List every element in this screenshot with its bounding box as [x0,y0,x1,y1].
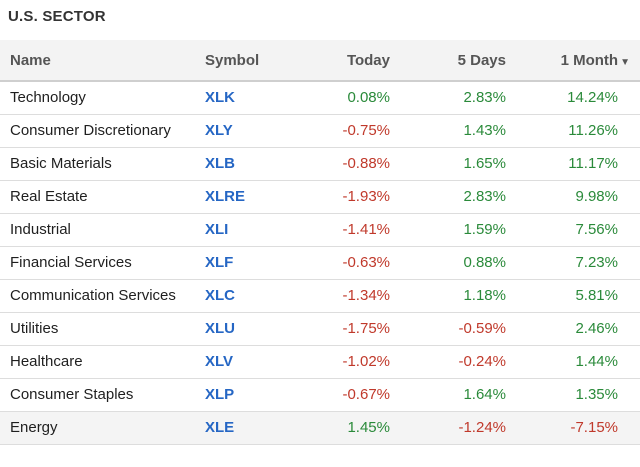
five-day-change: -0.59% [398,312,514,346]
today-change: -1.34% [302,279,398,313]
sector-name: Basic Materials [0,147,198,181]
widget-title: U.S. SECTOR [8,8,106,25]
sector-name: Technology [0,81,198,115]
one-month-change: 11.17% [514,147,640,181]
symbol-link[interactable]: XLB [198,147,302,181]
one-month-change: 1.44% [514,345,640,379]
five-day-change: 2.83% [398,180,514,214]
column-header-5-days[interactable]: 5 Days [398,40,514,82]
sector-name: Consumer Staples [0,378,198,412]
table-row[interactable]: Energy XLE 1.45% -1.24% -7.15% [0,411,640,445]
today-change: 0.08% [302,81,398,115]
today-change: -0.63% [302,246,398,280]
symbol-link[interactable]: XLV [198,345,302,379]
symbol-link[interactable]: XLP [198,378,302,412]
sector-name: Healthcare [0,345,198,379]
sector-name: Utilities [0,312,198,346]
table-row[interactable]: Industrial XLI -1.41% 1.59% 7.56% [0,213,640,247]
today-change: 1.45% [302,411,398,445]
header-row: Name Symbol Today 5 Days 1 Month ▼ [0,40,640,82]
symbol-link[interactable]: XLU [198,312,302,346]
symbol-link[interactable]: XLY [198,114,302,148]
sector-name: Real Estate [0,180,198,214]
five-day-change: 0.88% [398,246,514,280]
today-change: -0.88% [302,147,398,181]
column-header-symbol[interactable]: Symbol [198,40,302,82]
today-change: -1.02% [302,345,398,379]
column-header-1-month-label: 1 Month [560,51,619,69]
symbol-link[interactable]: XLI [198,213,302,247]
today-change: -0.67% [302,378,398,412]
one-month-change: 9.98% [514,180,640,214]
table-row[interactable]: Utilities XLU -1.75% -0.59% 2.46% [0,312,640,346]
sector-name: Consumer Discretionary [0,114,198,148]
symbol-link[interactable]: XLC [198,279,302,313]
one-month-change: 7.23% [514,246,640,280]
table-row[interactable]: Communication Services XLC -1.34% 1.18% 5.81… [0,279,640,313]
one-month-change: 11.26% [514,114,640,148]
today-change: -1.93% [302,180,398,214]
column-header-name[interactable]: Name [0,40,198,82]
sector-table: Name Symbol Today 5 Days 1 Month ▼ Techno… [0,40,640,445]
table-row[interactable]: Consumer Discretionary XLY -0.75% 1.43% 11.2… [0,114,640,148]
sector-name: Financial Services [0,246,198,280]
symbol-link[interactable]: XLE [198,411,302,445]
five-day-change: 1.59% [398,213,514,247]
table-row[interactable]: Financial Services XLF -0.63% 0.88% 7.23% [0,246,640,280]
symbol-link[interactable]: XLF [198,246,302,280]
sector-name: Energy [0,411,198,445]
today-change: -1.41% [302,213,398,247]
five-day-change: -1.24% [398,411,514,445]
column-header-today[interactable]: Today [302,40,398,82]
caret-down-icon: ▼ [620,56,630,68]
table-row[interactable]: Basic Materials XLB -0.88% 1.65% 11.17% [0,147,640,181]
one-month-change: 1.35% [514,378,640,412]
one-month-change: 7.56% [514,213,640,247]
one-month-change: 2.46% [514,312,640,346]
five-day-change: 1.43% [398,114,514,148]
one-month-change: -7.15% [514,411,640,445]
table-row[interactable]: Consumer Staples XLP -0.67% 1.64% 1.35% [0,378,640,412]
five-day-change: 1.64% [398,378,514,412]
symbol-link[interactable]: XLRE [198,180,302,214]
table-row[interactable]: Real Estate XLRE -1.93% 2.83% 9.98% [0,180,640,214]
sector-name: Industrial [0,213,198,247]
column-header-1-month[interactable]: 1 Month ▼ [514,40,640,82]
symbol-link[interactable]: XLK [198,81,302,115]
five-day-change: 1.65% [398,147,514,181]
five-day-change: 2.83% [398,81,514,115]
table-row[interactable]: Technology XLK 0.08% 2.83% 14.24% [0,81,640,115]
one-month-change: 5.81% [514,279,640,313]
one-month-change: 14.24% [514,81,640,115]
today-change: -1.75% [302,312,398,346]
today-change: -0.75% [302,114,398,148]
table-row[interactable]: Healthcare XLV -1.02% -0.24% 1.44% [0,345,640,379]
five-day-change: -0.24% [398,345,514,379]
five-day-change: 1.18% [398,279,514,313]
sector-name: Communication Services [0,279,198,313]
